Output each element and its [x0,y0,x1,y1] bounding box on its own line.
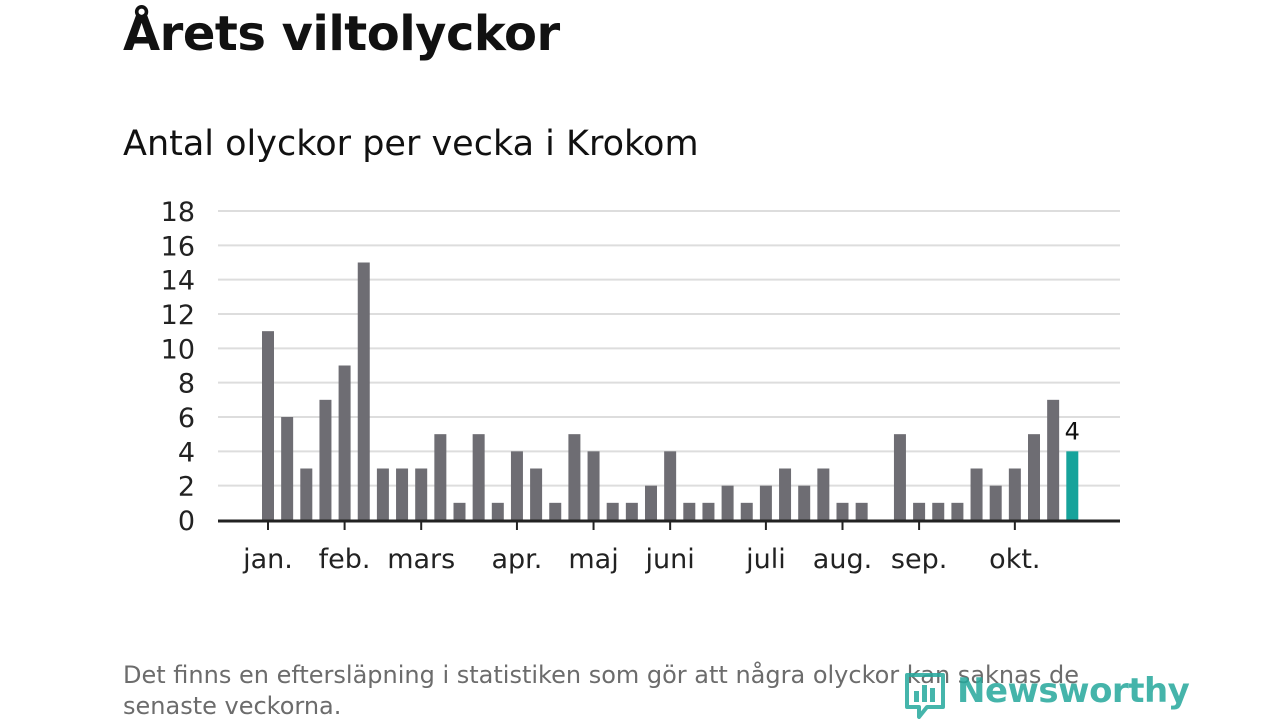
month-label: okt. [989,544,1040,575]
bar[interactable] [396,468,409,521]
chart-subtitle: Antal olyckor per vecka i Krokom [123,124,699,164]
month-label: juli [745,544,786,575]
bar[interactable] [702,502,715,520]
bar[interactable] [530,468,543,521]
bar[interactable] [300,468,313,521]
bar[interactable] [472,434,485,520]
month-label: feb. [319,544,371,575]
newsworthy-logo-text: Newsworthy [957,671,1190,711]
bar[interactable] [932,502,945,520]
bar[interactable] [281,417,294,520]
month-label: sep. [891,544,947,575]
bar[interactable] [1008,468,1021,521]
bar[interactable] [817,468,830,521]
bar[interactable] [549,502,562,520]
bar[interactable] [951,502,964,520]
y-tick-label: 8 [178,369,195,400]
bar[interactable] [606,502,619,520]
newsworthy-logo-icon [905,673,945,719]
bar[interactable] [645,485,657,520]
bar[interactable] [893,434,906,520]
y-tick-label: 6 [178,403,195,434]
y-tick-label: 4 [178,437,195,468]
bar[interactable] [510,451,523,520]
bar[interactable] [913,502,926,520]
bar[interactable] [587,451,600,520]
bar[interactable] [1028,434,1040,520]
bar[interactable] [740,502,753,520]
bar[interactable] [625,502,638,520]
newsworthy-logo[interactable]: Newsworthy [903,671,1190,719]
y-tick-label: 18 [161,197,195,228]
bar[interactable] [568,434,581,520]
highlight-value-label: 4 [1065,417,1080,445]
bar[interactable] [491,502,504,520]
bar[interactable] [453,502,466,520]
month-label: jan. [242,544,293,575]
bar[interactable] [415,468,428,521]
annotations: 4 [1065,417,1080,445]
month-label: mars [387,544,455,575]
bar[interactable] [338,365,351,521]
bar[interactable] [683,502,696,520]
y-tick-label: 12 [161,300,195,331]
bars [262,262,1079,521]
y-tick-label: 16 [161,231,195,262]
bar[interactable] [970,468,983,521]
bar[interactable] [357,262,370,521]
bar[interactable] [798,485,811,520]
bar[interactable] [434,434,447,520]
y-tick-label: 14 [161,266,195,297]
bar[interactable] [262,331,274,520]
bar[interactable] [759,485,772,520]
bar[interactable] [836,502,849,520]
bar[interactable] [376,468,389,521]
month-label: maj [568,544,618,575]
y-tick-label: 2 [178,472,195,503]
bar[interactable] [989,485,1002,520]
month-label: apr. [492,544,543,575]
month-label: juni [645,544,695,575]
gridlines [218,210,1120,487]
month-label: aug. [813,544,872,575]
bar[interactable] [1047,399,1060,520]
page-title: Årets viltolyckor [123,6,560,62]
bar[interactable] [855,502,868,520]
bar[interactable] [779,468,792,521]
bar[interactable] [319,399,332,520]
bar[interactable] [664,451,677,520]
bar[interactable] [721,485,734,520]
y-tick-label: 0 [178,506,195,537]
bar-highlight[interactable] [1066,451,1079,520]
y-tick-label: 10 [161,334,195,365]
x-axis-month-labels: jan. feb. mars apr. maj juni juli aug. sep. okt. [242,520,1041,575]
